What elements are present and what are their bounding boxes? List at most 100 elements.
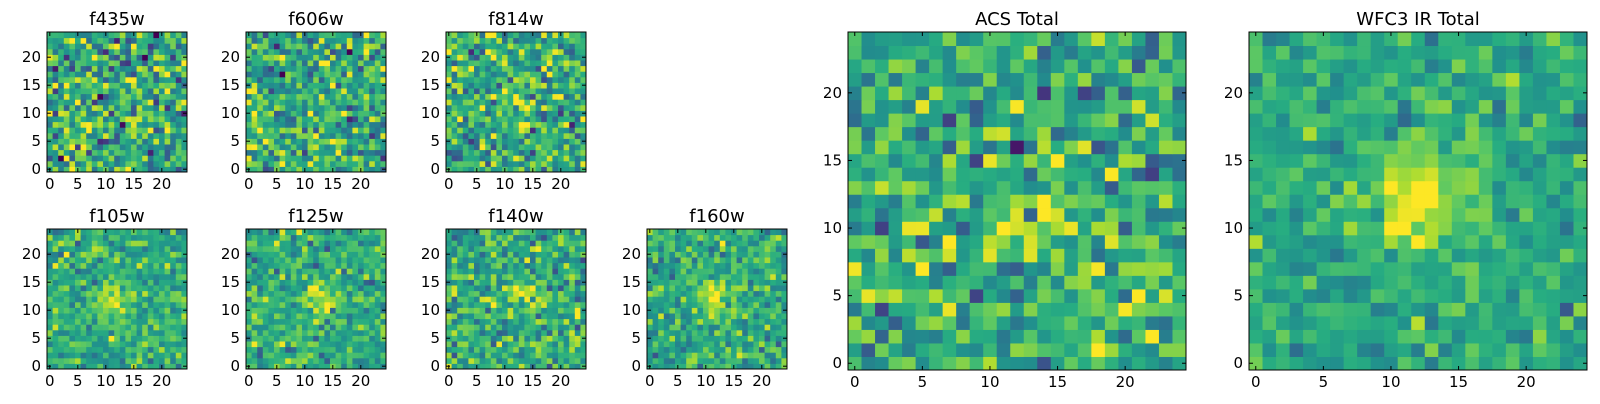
heatmap-cell [103, 133, 109, 139]
heatmap-cell [341, 150, 347, 156]
heatmap-cell [159, 88, 165, 94]
heatmap-cell [324, 341, 330, 347]
heatmap-cell [875, 329, 889, 343]
heatmap-cell [257, 229, 263, 235]
heatmap-cell [513, 285, 519, 291]
heatmap-cell [257, 313, 263, 319]
heatmap-cell [956, 262, 970, 276]
heatmap-cell [291, 324, 297, 330]
heatmap-cell [725, 330, 731, 336]
heatmap-cell [246, 263, 252, 269]
heatmap-cell [364, 144, 370, 150]
heatmap-cell [125, 296, 131, 302]
heatmap-cell [291, 110, 297, 116]
heatmap-cell [58, 99, 64, 105]
heatmap-cell [137, 155, 143, 161]
heatmap-cell [142, 263, 148, 269]
heatmap-cell [53, 324, 59, 330]
heatmap-cell [341, 49, 347, 55]
heatmap-cell [513, 246, 519, 252]
heatmap-cell [263, 110, 269, 116]
heatmap-cell [274, 144, 280, 150]
heatmap-cell [452, 32, 458, 38]
heatmap-cell [536, 257, 542, 263]
heatmap-cell [302, 110, 308, 116]
heatmap-cell [69, 257, 75, 263]
heatmap-cell [889, 262, 903, 276]
heatmap-cell [142, 105, 148, 111]
heatmap-cell [653, 324, 659, 330]
heatmap-cell [875, 194, 889, 208]
heatmap-cell [274, 307, 280, 313]
heatmap-cell [296, 71, 302, 77]
heatmap-cell [137, 43, 143, 49]
heatmap-cell [81, 94, 87, 100]
heatmap-cell [47, 99, 53, 105]
heatmap-cell [452, 313, 458, 319]
heatmap-cell [341, 302, 347, 308]
heatmap-cell [148, 352, 154, 358]
heatmap-cell [75, 307, 81, 313]
heatmap-cell [114, 127, 120, 133]
heatmap-cell [252, 77, 258, 83]
heatmap-cell [103, 268, 109, 274]
heatmap-cell [1172, 167, 1186, 181]
heatmap-cell [120, 341, 126, 347]
heatmap-cell [720, 279, 726, 285]
heatmap-cell [291, 296, 297, 302]
heatmap-cell [508, 116, 514, 122]
heatmap-cell [159, 66, 165, 72]
heatmap-cell [120, 268, 126, 274]
heatmap-cell [558, 285, 564, 291]
heatmap-cell [148, 32, 154, 38]
heatmap-cell [575, 144, 581, 150]
heatmap-cell [131, 251, 137, 257]
heatmap-cell [285, 77, 291, 83]
heatmap-cell [530, 268, 536, 274]
heatmap-cell [64, 38, 70, 44]
heatmap-cell [1118, 289, 1132, 303]
heatmap-cell [131, 133, 137, 139]
heatmap-cell [165, 229, 171, 235]
heatmap-cell [319, 330, 325, 336]
heatmap-cell [541, 291, 547, 297]
heatmap-cell [165, 155, 171, 161]
heatmap-cell [170, 66, 176, 72]
heatmap-cell [92, 257, 98, 263]
heatmap-cell [569, 302, 575, 308]
heatmap-cell [474, 358, 480, 364]
heatmap-cell [502, 43, 508, 49]
heatmap-cell [748, 235, 754, 241]
heatmap-cell [165, 246, 171, 252]
heatmap-cell [263, 274, 269, 280]
heatmap-cell [131, 313, 137, 319]
heatmap-cell [686, 302, 692, 308]
heatmap-cell [252, 296, 258, 302]
heatmap-cell [530, 77, 536, 83]
heatmap-cell [86, 133, 92, 139]
heatmap-cell [137, 144, 143, 150]
heatmap-cell [508, 138, 514, 144]
heatmap-cell [313, 144, 319, 150]
heatmap-cell [575, 229, 581, 235]
heatmap-cell [547, 268, 553, 274]
heatmap-cell [330, 54, 336, 60]
heatmap-cell [103, 60, 109, 66]
heatmap-cell [480, 82, 486, 88]
heatmap-cell [358, 240, 364, 246]
heatmap-cell [347, 88, 353, 94]
heatmap-cell [137, 274, 143, 280]
heatmap-cell [114, 43, 120, 49]
heatmap-cell [47, 77, 53, 83]
heatmap-cell [709, 347, 715, 353]
heatmap-cell [336, 122, 342, 128]
heatmap-cell [352, 285, 358, 291]
heatmap-cell [308, 122, 314, 128]
heatmap-cell [1010, 208, 1024, 222]
heatmap-cell [47, 341, 53, 347]
heatmap-cell [569, 54, 575, 60]
heatmap-cell [943, 208, 957, 222]
heatmap-cell [120, 43, 126, 49]
heatmap-cell [176, 144, 182, 150]
heatmap-cell [97, 335, 103, 341]
